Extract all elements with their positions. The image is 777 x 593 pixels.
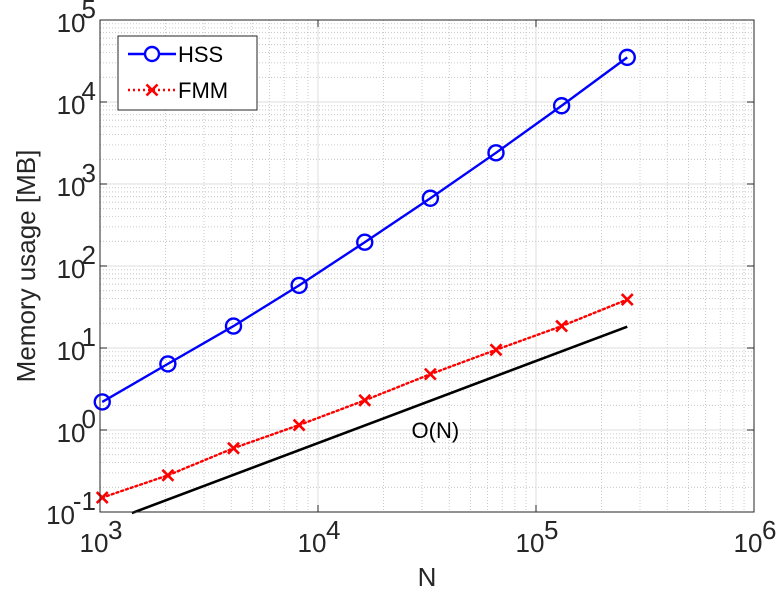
- series-layer: [93, 48, 636, 504]
- y-tick-label: 010: [57, 404, 96, 448]
- x-tick-label: 10 4: [298, 515, 341, 558]
- data-point-fmm: [620, 293, 634, 306]
- legend-label-fmm: FMM: [178, 78, 228, 103]
- data-point-hss: [290, 276, 308, 295]
- x-tick-label-base: 10: [516, 528, 545, 558]
- y-tick-label: 410: [57, 76, 96, 120]
- data-point-fmm: [555, 319, 569, 333]
- legend-marker-hss: [143, 45, 161, 63]
- data-point-fmm: [227, 441, 240, 455]
- y-tick-label-exponent: 1: [82, 322, 96, 352]
- x-tick-label: 10 5: [516, 515, 559, 558]
- y-tick-label: 110: [57, 322, 96, 366]
- legend: HSS FMM: [117, 35, 258, 111]
- y-tick-label: 510: [57, 0, 96, 38]
- y-tick-label-exponent: 4: [82, 76, 96, 106]
- data-point-hss: [356, 233, 374, 251]
- y-tick-label-base: 10: [57, 418, 86, 448]
- data-point-hss: [552, 97, 571, 115]
- x-tick-label-base: 10: [734, 528, 763, 558]
- x-tick-label-exponent: 3: [108, 515, 122, 545]
- reference-line: [131, 325, 628, 515]
- y-tick-label-exponent: 2: [82, 240, 96, 270]
- y-tick-label-base: 10: [57, 172, 86, 202]
- x-tick-label: 10 6: [734, 515, 777, 558]
- legend-marker-fmm: [145, 83, 159, 97]
- y-tick-label-exponent: 5: [82, 0, 96, 24]
- y-tick-label: 310: [57, 158, 96, 202]
- data-point-hss: [421, 189, 440, 207]
- legend-entry-hss: HSS: [128, 42, 223, 67]
- data-point-hss: [487, 144, 505, 162]
- data-point-hss: [224, 317, 243, 335]
- legend-entries: HSS FMM: [128, 42, 228, 103]
- y-tick-label-exponent: 3: [82, 158, 96, 188]
- series-hss: [93, 48, 636, 411]
- legend-entry-fmm: FMM: [128, 78, 228, 103]
- y-tick-label-exponent: 0: [82, 404, 96, 434]
- data-point-fmm: [292, 418, 306, 432]
- x-tick-label-base: 10: [80, 528, 109, 558]
- y-tick-label: -110: [46, 486, 96, 530]
- data-point-fmm: [489, 343, 503, 357]
- y-tick-label: 210: [57, 240, 96, 284]
- series-line-hss: [101, 56, 628, 403]
- x-tick-labels: 10 3 10 4 10 5 10 6: [80, 515, 777, 558]
- reference-line-layer: [131, 325, 628, 515]
- x-tick-label-exponent: 5: [544, 515, 558, 545]
- legend-box: [117, 35, 258, 111]
- x-axis-label: N: [418, 562, 437, 592]
- tick-marks: [99, 19, 755, 513]
- data-point-hss: [93, 393, 111, 411]
- data-point-fmm: [161, 468, 175, 482]
- legend-label-hss: HSS: [178, 42, 223, 67]
- y-axis-label: Memory usage [MB]: [11, 150, 41, 383]
- y-tick-label-exponent: -1: [73, 486, 96, 516]
- x-tick-label-exponent: 4: [326, 515, 340, 545]
- series-fmm: [95, 293, 634, 504]
- x-tick-label-exponent: 6: [762, 515, 776, 545]
- y-tick-label-base: 10: [57, 254, 86, 284]
- y-tick-label-base: 10: [57, 8, 86, 38]
- reference-line-annotation: O(N): [412, 418, 460, 443]
- data-point-hss: [618, 48, 636, 67]
- x-tick-label: 10 3: [80, 515, 123, 558]
- y-tick-label-base: 10: [46, 500, 75, 530]
- y-tick-label-base: 10: [57, 336, 86, 366]
- data-point-hss: [159, 355, 177, 373]
- y-tick-label-base: 10: [57, 90, 86, 120]
- x-tick-label-base: 10: [298, 528, 327, 558]
- data-point-fmm: [423, 367, 437, 381]
- data-point-fmm: [95, 491, 109, 504]
- annotation-layer: O(N): [412, 418, 460, 443]
- data-point-fmm: [358, 393, 372, 407]
